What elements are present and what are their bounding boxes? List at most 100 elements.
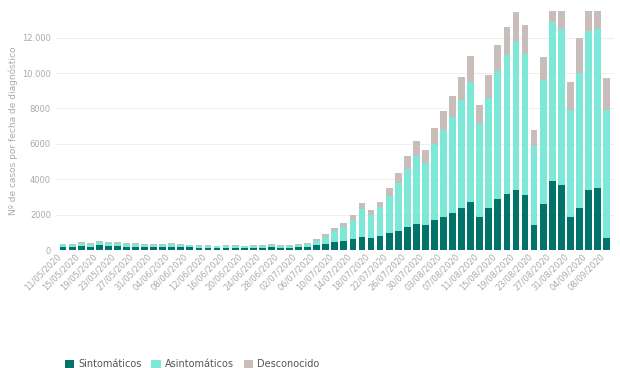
Bar: [540, 57, 547, 80]
Bar: [132, 247, 139, 250]
Bar: [105, 246, 112, 250]
Bar: [495, 71, 501, 199]
Bar: [78, 243, 84, 246]
Bar: [295, 245, 302, 248]
Bar: [476, 217, 483, 250]
Bar: [386, 196, 392, 233]
Bar: [503, 194, 510, 250]
Bar: [485, 208, 492, 250]
Bar: [540, 204, 547, 250]
Bar: [358, 237, 365, 250]
Bar: [495, 45, 501, 71]
Bar: [440, 130, 447, 217]
Bar: [467, 202, 474, 250]
Bar: [576, 73, 583, 208]
Bar: [141, 245, 148, 247]
Bar: [332, 242, 338, 250]
Bar: [96, 245, 103, 250]
Bar: [313, 239, 320, 241]
Bar: [558, 0, 565, 29]
Bar: [295, 244, 302, 245]
Bar: [350, 220, 356, 239]
Bar: [413, 141, 420, 156]
Bar: [159, 245, 166, 247]
Bar: [350, 239, 356, 250]
Bar: [87, 244, 94, 247]
Bar: [195, 245, 202, 246]
Bar: [78, 242, 84, 243]
Bar: [150, 247, 157, 250]
Bar: [223, 245, 229, 246]
Bar: [558, 185, 565, 250]
Bar: [132, 244, 139, 247]
Bar: [322, 237, 329, 244]
Bar: [576, 208, 583, 250]
Bar: [540, 80, 547, 204]
Bar: [413, 224, 420, 250]
Bar: [576, 38, 583, 73]
Bar: [431, 220, 438, 250]
Bar: [205, 245, 211, 246]
Bar: [358, 204, 365, 209]
Bar: [503, 55, 510, 194]
Bar: [340, 223, 347, 227]
Bar: [485, 98, 492, 208]
Bar: [549, 22, 556, 181]
Bar: [187, 245, 193, 248]
Bar: [431, 144, 438, 220]
Bar: [332, 228, 338, 231]
Bar: [277, 245, 284, 248]
Bar: [558, 29, 565, 185]
Bar: [322, 234, 329, 237]
Bar: [377, 207, 384, 236]
Bar: [114, 242, 121, 243]
Bar: [440, 111, 447, 130]
Bar: [531, 226, 538, 250]
Bar: [105, 243, 112, 246]
Bar: [513, 190, 520, 250]
Bar: [69, 244, 76, 245]
Bar: [232, 245, 239, 246]
Bar: [159, 244, 166, 245]
Bar: [567, 110, 574, 217]
Bar: [96, 241, 103, 242]
Bar: [259, 248, 266, 250]
Bar: [531, 146, 538, 226]
Bar: [449, 117, 456, 213]
Bar: [422, 163, 429, 226]
Bar: [322, 244, 329, 250]
Bar: [458, 208, 465, 250]
Bar: [304, 243, 311, 244]
Bar: [123, 243, 130, 244]
Bar: [205, 246, 211, 248]
Bar: [195, 246, 202, 248]
Bar: [513, 12, 520, 41]
Bar: [114, 246, 121, 250]
Bar: [476, 105, 483, 124]
Bar: [358, 209, 365, 237]
Bar: [223, 246, 229, 248]
Bar: [476, 124, 483, 217]
Bar: [440, 217, 447, 250]
Bar: [368, 238, 374, 250]
Bar: [250, 246, 257, 248]
Legend: Sintomáticos, Asintomáticos, Desconocido: Sintomáticos, Asintomáticos, Desconocido: [61, 355, 324, 368]
Bar: [187, 248, 193, 250]
Bar: [467, 82, 474, 202]
Bar: [96, 242, 103, 245]
Bar: [205, 248, 211, 250]
Bar: [141, 244, 148, 245]
Y-axis label: Nº de casos por fecha de diagnóstico: Nº de casos por fecha de diagnóstico: [9, 46, 18, 215]
Bar: [350, 215, 356, 220]
Bar: [503, 27, 510, 55]
Bar: [177, 245, 184, 247]
Bar: [368, 210, 374, 215]
Bar: [377, 236, 384, 250]
Bar: [422, 150, 429, 163]
Bar: [449, 213, 456, 250]
Bar: [268, 248, 275, 250]
Bar: [422, 226, 429, 250]
Bar: [458, 77, 465, 100]
Bar: [603, 110, 610, 238]
Bar: [150, 244, 157, 245]
